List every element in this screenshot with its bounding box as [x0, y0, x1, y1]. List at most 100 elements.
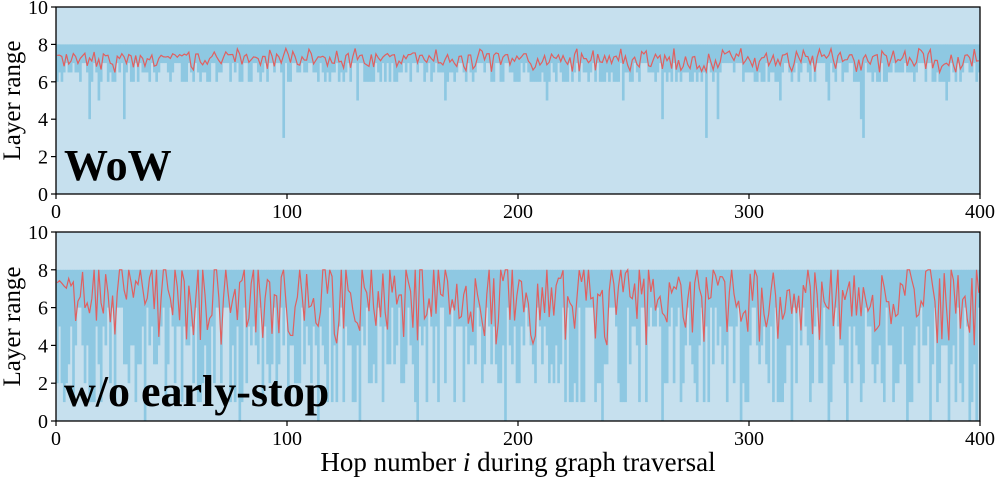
active-range-bar [686, 44, 690, 73]
x-tick-label: 400 [965, 428, 995, 450]
active-range-bar [127, 44, 131, 64]
active-range-bar [554, 44, 558, 82]
active-range-bar [92, 269, 96, 403]
active-range-bar [365, 269, 369, 308]
active-range-bar [545, 44, 549, 101]
active-range-bar [776, 44, 780, 82]
active-range-bar [326, 44, 329, 73]
active-range-bar [737, 269, 741, 308]
active-range-bar [876, 269, 879, 365]
active-range-bar [601, 44, 604, 82]
active-range-bar [312, 44, 316, 73]
active-range-bar [698, 269, 701, 346]
active-range-bar [518, 269, 521, 384]
panel-no-early-stop-ylabel: Layer range [0, 266, 26, 386]
active-range-bar [189, 44, 193, 73]
active-range-bar [661, 44, 664, 120]
active-range-bar [804, 269, 808, 327]
active-range-bar [601, 269, 604, 421]
active-range-bar [72, 269, 75, 403]
active-range-bar [81, 269, 85, 346]
active-range-bar [781, 44, 784, 73]
active-range-bar [173, 269, 177, 384]
active-range-bar [305, 269, 309, 327]
active-range-bar [178, 44, 182, 64]
active-range-bar [531, 269, 535, 365]
active-range-bar [513, 44, 517, 82]
active-range-bar [963, 44, 967, 64]
active-range-bar [698, 44, 701, 73]
active-range-bar [656, 269, 660, 308]
active-range-bar [973, 44, 976, 64]
active-range-bar [490, 44, 493, 82]
active-range-bar [395, 44, 399, 82]
active-range-bar [118, 269, 122, 308]
active-range-bar [954, 269, 958, 403]
active-range-bar [938, 44, 942, 82]
active-range-bar [943, 269, 946, 346]
active-range-bar [848, 269, 851, 327]
active-range-bar [250, 44, 253, 82]
active-range-bar [769, 44, 773, 73]
active-range-bar [779, 44, 782, 101]
active-range-bar [716, 269, 720, 346]
active-range-bar [815, 269, 819, 308]
active-range-bar [122, 44, 126, 120]
active-range-bar [848, 44, 851, 64]
active-range-bar [471, 44, 475, 82]
active-range-bar [834, 269, 838, 308]
active-range-bar [866, 269, 870, 327]
active-range-bar [196, 269, 200, 403]
active-range-bar [880, 269, 884, 384]
active-range-bar [730, 44, 734, 64]
y-tick-label: 4 [38, 335, 48, 357]
active-range-bar [564, 44, 567, 82]
active-range-bar [317, 269, 320, 421]
active-range-bar [670, 269, 674, 308]
active-range-bar [628, 44, 632, 82]
active-range-bar [534, 44, 537, 82]
active-range-bar [58, 44, 61, 73]
active-range-bar [767, 269, 771, 384]
active-range-bar [76, 269, 80, 308]
active-range-bar [379, 44, 383, 82]
active-range-bar [213, 44, 216, 64]
active-range-bar [709, 44, 713, 73]
active-range-bar [407, 269, 410, 308]
active-range-bar [407, 44, 410, 64]
active-range-bar [418, 44, 422, 64]
active-range-bar [113, 44, 117, 82]
active-range-bar [901, 269, 905, 327]
active-range-bar [790, 44, 794, 82]
active-range-bar [952, 269, 955, 346]
active-range-bar [215, 269, 219, 308]
active-range-bar [356, 269, 359, 346]
active-range-bar [330, 269, 334, 403]
active-range-bar [899, 269, 902, 365]
active-range-bar [603, 269, 607, 365]
active-range-bar [469, 269, 473, 346]
active-range-bar [894, 44, 898, 73]
active-range-bar [143, 44, 147, 73]
x-tick-label: 200 [503, 428, 533, 450]
active-range-bar [99, 269, 103, 403]
active-range-bar [471, 269, 475, 346]
active-range-bar [887, 44, 891, 73]
active-range-bar [377, 269, 380, 308]
active-range-bar [672, 269, 676, 384]
active-range-bar [252, 44, 256, 64]
active-range-bar [104, 269, 108, 346]
active-range-bar [393, 269, 396, 365]
active-range-bar [460, 44, 463, 64]
active-range-bar [836, 269, 840, 327]
active-range-bar [758, 44, 761, 73]
active-range-bar [818, 44, 821, 64]
active-range-bar [783, 44, 787, 64]
y-tick-label: 4 [38, 109, 48, 131]
active-range-bar [894, 269, 898, 384]
active-range-bar [744, 44, 748, 73]
active-range-bar [649, 44, 653, 73]
active-range-bar [922, 269, 925, 346]
active-range-bar [425, 269, 429, 403]
active-range-bar [885, 44, 888, 82]
